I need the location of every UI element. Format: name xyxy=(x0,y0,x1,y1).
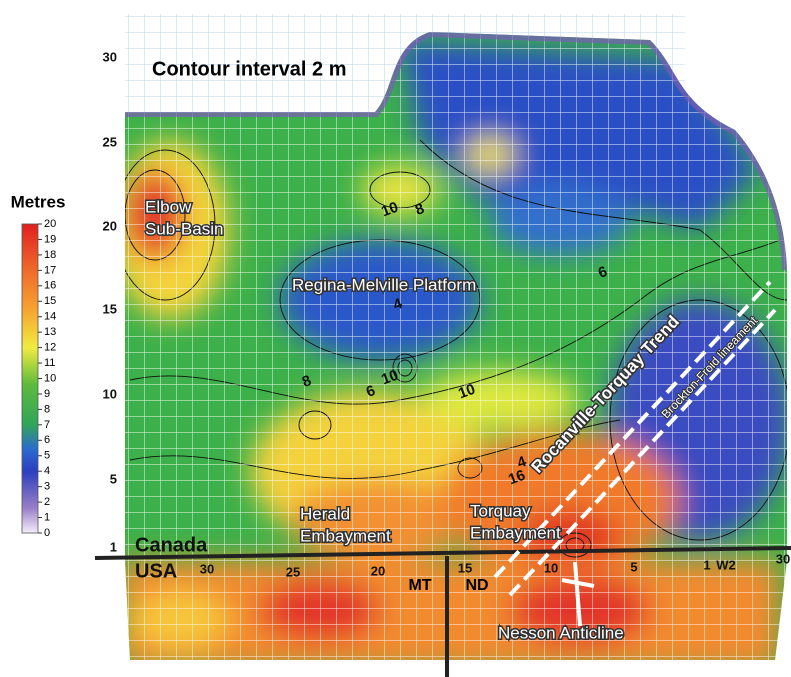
legend-tick-label: 1 xyxy=(44,511,50,523)
range-label: 1 xyxy=(703,557,710,572)
legend-tick-label: 17 xyxy=(44,264,56,276)
legend-tick-label: 10 xyxy=(44,372,56,384)
region-label: Embayment xyxy=(470,523,561,542)
region-label: Embayment xyxy=(300,526,391,545)
legend-title: Metres xyxy=(11,192,66,211)
legend-tick-label: 2 xyxy=(44,496,50,508)
country-label: USA xyxy=(135,560,177,582)
legend-tick-label: 11 xyxy=(44,357,55,369)
state-label: MT xyxy=(408,577,431,594)
range-label: W2 xyxy=(716,557,736,572)
township-label: 20 xyxy=(103,218,117,233)
range-label: 5 xyxy=(630,559,637,574)
range-label: 10 xyxy=(544,560,558,575)
range-label: 30 xyxy=(200,561,214,576)
township-label: 30 xyxy=(103,49,117,64)
legend-bar xyxy=(22,224,38,533)
legend-tick-label: 15 xyxy=(44,295,56,307)
range-label: 20 xyxy=(371,563,385,578)
region-label: Regina-Melville Platform xyxy=(292,275,476,294)
legend-tick-label: 9 xyxy=(44,388,50,400)
legend-tick-label: 12 xyxy=(44,342,56,354)
township-label: 15 xyxy=(103,301,117,316)
legend-tick-label: 6 xyxy=(44,434,50,446)
region-label: Sub-Basin xyxy=(145,219,223,238)
township-label: 1 xyxy=(110,539,117,554)
legend-tick-label: 0 xyxy=(44,527,50,539)
legend-tick-label: 13 xyxy=(44,326,56,338)
legend-tick-label: 8 xyxy=(44,403,50,415)
legend-tick-label: 4 xyxy=(44,465,50,477)
region-label: Torquay xyxy=(470,501,531,520)
region-label: Herald xyxy=(300,504,350,523)
map-title: Contour interval 2 m xyxy=(152,58,346,80)
township-label: 25 xyxy=(103,134,117,149)
township-label: 10 xyxy=(103,386,117,401)
range-label: 15 xyxy=(458,560,472,575)
region-label: Elbow xyxy=(145,197,192,216)
country-label: Canada xyxy=(135,534,208,556)
legend-tick-label: 18 xyxy=(44,249,56,261)
region-label: Nesson Anticline xyxy=(498,623,624,642)
township-label: 5 xyxy=(110,471,117,486)
range-label: 25 xyxy=(286,564,300,579)
legend-tick-label: 20 xyxy=(44,218,56,230)
range-label: 30 xyxy=(776,551,790,566)
legend-tick-label: 14 xyxy=(44,311,56,323)
state-label: ND xyxy=(465,577,488,594)
legend-tick-label: 19 xyxy=(44,233,56,245)
map: Metres Contour interval 2 m 012345678910… xyxy=(0,0,791,677)
legend-tick-label: 16 xyxy=(44,280,56,292)
legend-tick-label: 7 xyxy=(44,419,50,431)
legend-tick-label: 3 xyxy=(44,481,50,493)
legend-tick-label: 5 xyxy=(44,450,50,462)
